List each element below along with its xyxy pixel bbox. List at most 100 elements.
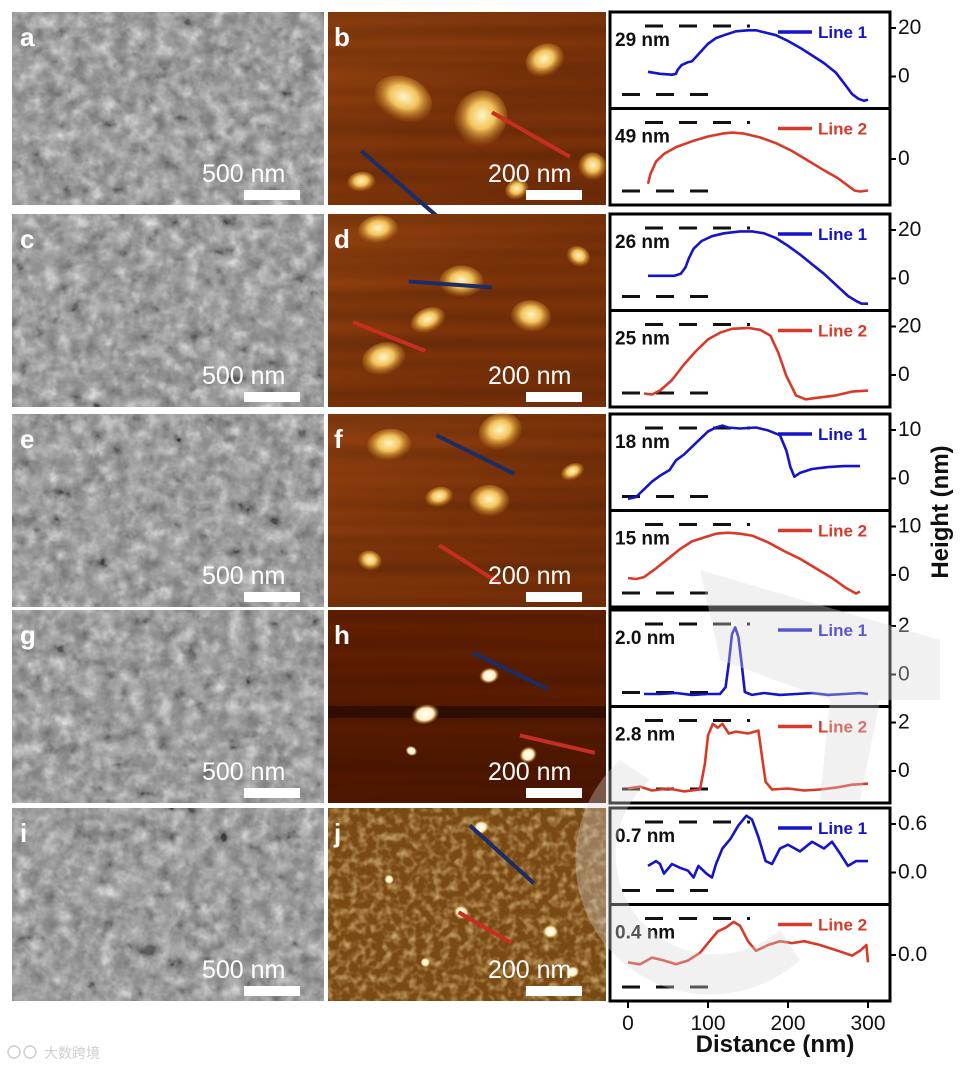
sem-shading [12, 214, 324, 407]
legend-label: Line 1 [818, 23, 867, 42]
profile-curve [648, 230, 868, 306]
sem-panel-e: e 500 nm [12, 414, 324, 607]
afm-panel-f: f 200 nm [328, 412, 606, 607]
afm-scale-bar [526, 392, 582, 402]
afm-line-2-marker [352, 320, 427, 353]
y-tick-label: 0 [898, 563, 910, 586]
afm-particle [384, 874, 395, 885]
profile-height-label: 18 nm [615, 432, 670, 453]
afm-texture [328, 808, 606, 1001]
afm-line-1-marker [468, 823, 536, 885]
sem-panel-letter: e [20, 424, 34, 454]
afm-particle [425, 486, 454, 508]
y-tick-label: 0 [898, 267, 910, 290]
afm-column: b 200 nm d 200 nm f 200 nm h 200 nm j 200 nm [328, 12, 607, 1001]
profile-height-label: 26 nm [615, 232, 670, 253]
y-tick-label: 0 [898, 363, 910, 386]
sem-shading [12, 414, 324, 607]
profile-curve [627, 531, 861, 595]
afm-particle [410, 307, 446, 334]
legend-label: Line 1 [818, 819, 867, 838]
afm-particle [478, 412, 522, 450]
profile-plot-f-line-1: 18 nm Line 1 10 0 [608, 412, 921, 512]
profile-frame [608, 412, 892, 512]
profile-curve [627, 722, 869, 793]
profile-height-label: 0.4 nm [615, 923, 675, 944]
sem-scale-bar [244, 190, 300, 200]
y-tick-label: 2 [898, 711, 910, 734]
y-tick-label: 0.0 [898, 943, 927, 966]
profile-plot-f-line-2: 15 nm Line 2 10 0 [608, 509, 921, 609]
sem-scale-bar [244, 392, 300, 402]
afm-particle [405, 745, 418, 757]
afm-panel-letter: j [333, 818, 341, 848]
legend-label: Line 2 [818, 718, 867, 737]
afm-line-2-marker [438, 543, 502, 586]
afm-particle [578, 152, 607, 181]
afm-scale-bar [526, 190, 582, 200]
y-tick-label: 0.6 [898, 812, 927, 835]
sem-panel-i: i 500 nm [12, 808, 324, 1001]
legend-label: Line 2 [818, 322, 867, 341]
profile-frame [608, 309, 892, 409]
afm-panel-j: j 200 nm [328, 808, 606, 1001]
sem-panel-a: a 500 nm [12, 12, 324, 205]
afm-line-1-marker [360, 149, 444, 222]
afm-particle [361, 342, 406, 376]
profile-plot-d-line-2: 25 nm Line 2 20 0 [608, 309, 921, 409]
y-tick-label: 0 [898, 663, 910, 686]
legend-label: Line 2 [818, 120, 867, 139]
afm-streaks [328, 214, 606, 407]
sem-shading [12, 808, 324, 1001]
afm-particle [347, 171, 376, 192]
afm-scale-bar [526, 986, 582, 996]
afm-line-2-marker [457, 910, 513, 945]
sem-scale-bar-label: 500 nm [202, 362, 285, 390]
y-tick-label: 20 [898, 315, 921, 338]
profile-curve [627, 920, 870, 966]
afm-particle [469, 484, 510, 517]
y-tick-label: 20 [898, 218, 921, 241]
x-tick-labels: 0 100 200 300 [622, 1002, 886, 1035]
afm-panel-letter: b [334, 22, 350, 52]
afm-particle [411, 704, 440, 725]
profile-frame [608, 509, 892, 609]
afm-panel-letter: f [334, 424, 343, 454]
afm-scale-bar-label: 200 nm [488, 758, 571, 786]
y-tick-label: 0 [898, 147, 910, 170]
x-axis-title: Distance (nm) [696, 1031, 855, 1058]
afm-particle [505, 179, 529, 200]
profile-plot-b-line-2: 49 nm Line 2 0 [608, 107, 910, 207]
afm-panel-b: b 200 nm [328, 12, 607, 222]
sem-scale-bar-label: 500 nm [202, 956, 285, 984]
x-tick-label: 100 [690, 1012, 725, 1035]
profile-height-label: 49 nm [615, 127, 670, 148]
legend-label: Line 2 [818, 916, 867, 935]
profile-curve [644, 626, 869, 697]
x-tick-label: 200 [770, 1012, 805, 1035]
y-tick-label: 2 [898, 614, 910, 637]
sem-scale-bar [244, 592, 300, 602]
legend-label: Line 1 [818, 621, 867, 640]
afm-particle [358, 215, 398, 244]
afm-line-1-marker [408, 279, 493, 290]
sem-scale-bar-label: 500 nm [202, 758, 285, 786]
afm-particle [565, 965, 580, 979]
sem-column: a 500 nm c 500 nm e 500 nm g 500 nm i 500 nm [12, 12, 324, 1001]
sem-shading [12, 12, 324, 205]
afm-line-2-marker [491, 110, 571, 159]
afm-scale-bar-label: 200 nm [488, 562, 571, 590]
afm-particle [566, 246, 590, 267]
profile-plot-b-line-1: 29 nm Line 1 20 0 [608, 10, 921, 110]
afm-particle [367, 428, 412, 461]
sem-scale-bar-label: 500 nm [202, 562, 285, 590]
watermark-logo-icon [23, 1045, 37, 1059]
profile-frame [608, 608, 892, 708]
watermark: 大数跨境 [7, 570, 940, 1062]
sem-panel-c: c 500 nm [12, 214, 324, 407]
watermark-shape [700, 570, 940, 800]
profile-curve [647, 814, 868, 879]
legend-label: Line 1 [818, 225, 867, 244]
